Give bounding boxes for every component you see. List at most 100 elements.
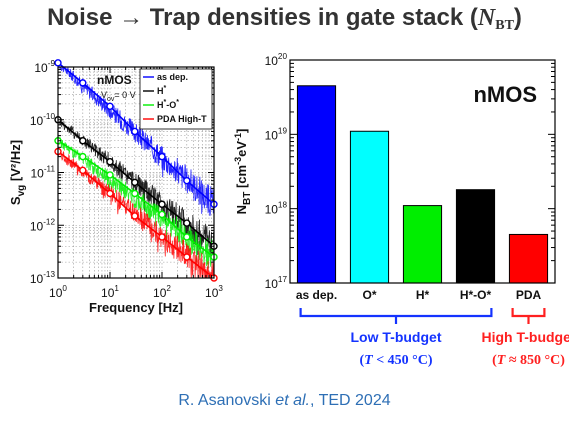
cond-symbol: T — [497, 353, 507, 368]
y-tick-label: 10-13 — [30, 270, 56, 286]
bar-plot-frame — [289, 59, 556, 284]
bar-h — [402, 205, 443, 284]
data-point — [106, 102, 114, 110]
x-tick-label: 103 — [205, 284, 223, 300]
slide-title: Noise → Trap densities in gate stack (NB… — [0, 4, 569, 34]
legend-entry: H*-O* — [157, 99, 179, 110]
data-point — [183, 233, 191, 241]
legend-star: * — [164, 85, 167, 92]
cond-paren: ( — [492, 353, 497, 368]
category-label: H*-O* — [460, 288, 492, 302]
bar-ticks — [290, 59, 555, 284]
tick-exponent: 3 — [218, 284, 223, 293]
data-point — [106, 171, 114, 179]
tick-exponent: 19 — [278, 126, 288, 135]
tick-exponent: -13 — [43, 270, 55, 279]
tick-exponent: -10 — [43, 112, 55, 121]
y-tick-label: 1020 — [265, 52, 288, 68]
ylabel-exp: -3 — [233, 157, 243, 165]
data-point — [183, 176, 191, 185]
tick-base: 10 — [205, 286, 219, 300]
tick-base: 10 — [101, 286, 115, 300]
citation: R. Asanovski et al., TED 2024 — [0, 392, 569, 410]
citation-etal: et al. — [275, 392, 310, 409]
title-prefix: Noise → Trap densities in gate stack ( — [47, 4, 478, 31]
x-tick-label: 101 — [101, 284, 119, 300]
data-point — [183, 219, 191, 227]
y-tick-label: 10-10 — [30, 112, 56, 128]
x-tick-label: 102 — [153, 284, 171, 300]
tick-exponent: -12 — [43, 217, 55, 226]
legend-text: H — [157, 100, 164, 110]
ylabel-exp: -1 — [233, 133, 243, 141]
cond-paren: ( — [359, 353, 364, 368]
group-label: High T-budget — [481, 329, 569, 345]
title-suffix: ) — [513, 4, 522, 31]
cond-symbol: T — [364, 353, 374, 368]
tick-base: 10 — [153, 286, 167, 300]
legend-text: H — [157, 86, 164, 96]
category-label: O* — [362, 288, 376, 302]
bias-symbol: V — [101, 90, 107, 100]
category-label: PDA — [516, 288, 542, 302]
data-point — [183, 253, 191, 261]
ylabel-unit: [cm — [234, 165, 249, 192]
data-point — [79, 152, 87, 161]
y-tick-label: 1018 — [265, 201, 288, 217]
ylabel-unit: [V²/Hz] — [8, 140, 23, 185]
citation-venue: , TED 2024 — [309, 392, 391, 409]
y-tick-label: 1019 — [265, 126, 288, 142]
noise-legend: as dep.H*H*-O*PDA High-T — [139, 68, 213, 130]
title-subscript: BT — [495, 18, 514, 33]
tick-base: 10 — [265, 277, 279, 291]
bar-y-axis-title: NBT [cm-3eV-1] — [233, 129, 253, 215]
bias-subscript: ov — [107, 96, 115, 103]
ylabel-unit: ] — [234, 129, 249, 133]
tick-base: 10 — [30, 114, 44, 128]
bar-h-o — [455, 189, 496, 284]
data-point — [79, 79, 87, 87]
noise-plot: Frequency [Hz] Svg [V²/Hz] nMOS Vov= 0 V as … — [8, 59, 218, 315]
tick-base: 10 — [30, 167, 44, 181]
tick-base: 10 — [265, 203, 279, 217]
data-point — [79, 137, 87, 145]
annotation-nmos: nMOS — [97, 73, 132, 87]
group-bracket — [299, 308, 493, 318]
data-point — [131, 127, 139, 136]
data-point — [131, 189, 139, 198]
category-label: as dep. — [296, 288, 337, 302]
ylabel-symbol: S — [8, 196, 23, 205]
tick-exponent: -9 — [48, 59, 56, 68]
tick-exponent: 18 — [278, 201, 288, 210]
bias-value: = 0 V — [114, 90, 135, 100]
title-symbol-letter: N — [477, 5, 496, 31]
data-point — [158, 152, 166, 161]
y-tick-label: 10-11 — [30, 165, 55, 181]
legend-star: * — [176, 99, 179, 106]
group-condition: (T ≈ 850 °C) — [492, 353, 565, 368]
bar-o — [349, 130, 390, 284]
data-point — [158, 233, 166, 241]
tick-base: 10 — [265, 128, 279, 142]
legend-star: * — [164, 99, 167, 106]
tick-base: 10 — [49, 286, 63, 300]
group-bracket — [511, 308, 546, 318]
y-axis-title: Svg [V²/Hz] — [8, 140, 27, 205]
tick-base: 10 — [30, 219, 44, 233]
title-symbol: NBT — [477, 5, 514, 33]
tick-exponent: -11 — [44, 165, 56, 174]
x-axis-title: Frequency [Hz] — [89, 300, 183, 315]
legend-entry: as dep. — [157, 72, 188, 82]
data-point — [106, 189, 114, 198]
tick-exponent: 2 — [166, 284, 171, 293]
citation-authors: R. Asanovski — [178, 392, 276, 409]
noise-trace — [57, 148, 215, 279]
nbt-bar-chart: as dep. O* H* H*-O* PDA nMOS NBT [cm-3eV-1] Low… — [233, 59, 569, 368]
group-low: Low T-budget (T < 450 °C) — [299, 308, 493, 368]
legend-entry: H* — [157, 85, 167, 96]
legend-entry: PDA High-T — [157, 114, 207, 124]
tick-exponent: 17 — [278, 275, 288, 284]
tick-exponent: 1 — [114, 284, 119, 293]
tick-exponent: 20 — [278, 52, 288, 61]
ylabel-subscript: BT — [242, 192, 253, 205]
